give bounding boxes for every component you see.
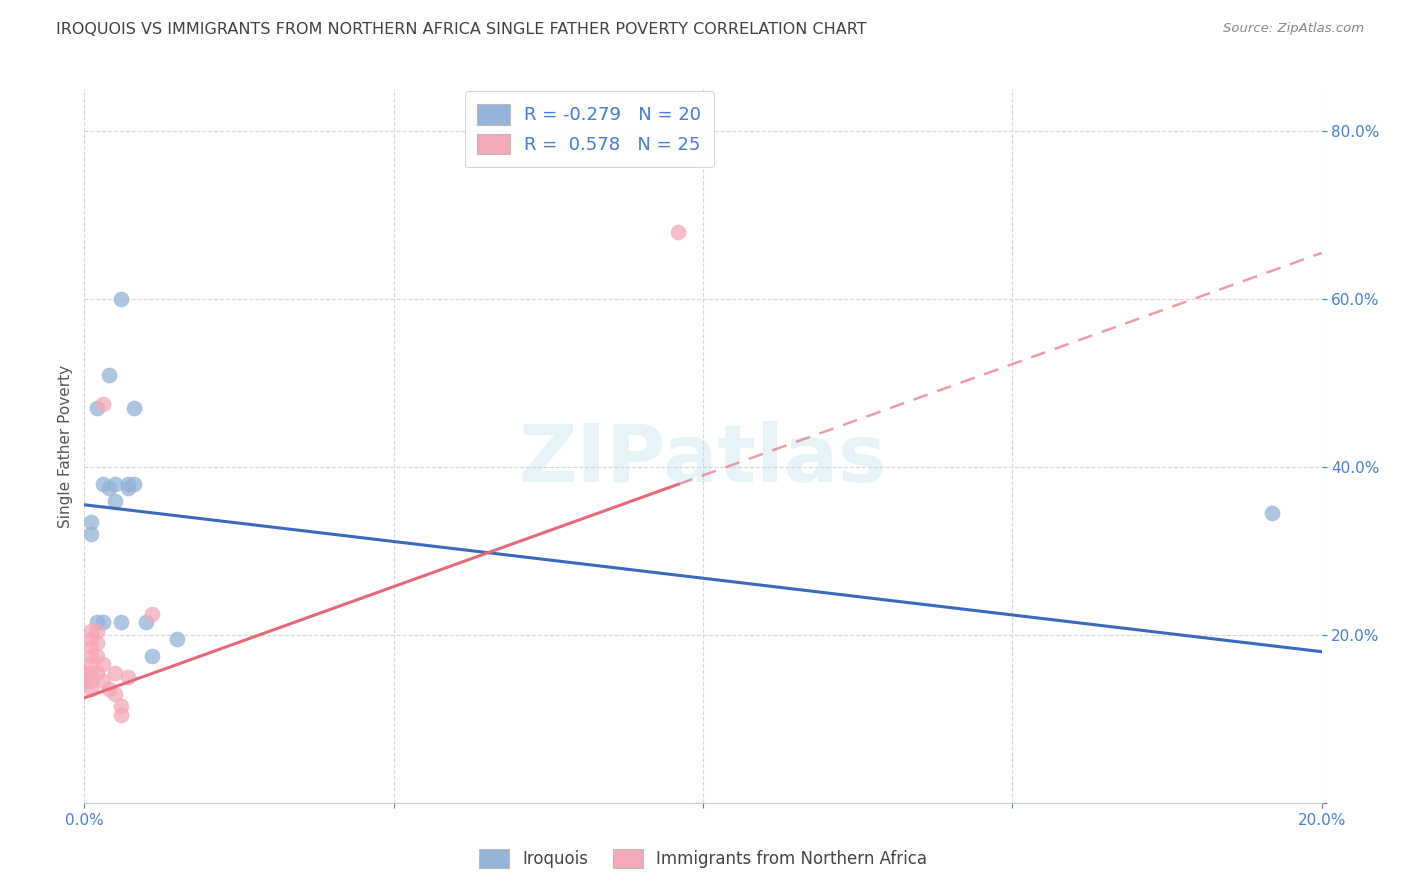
Point (98, 682, 121, 697)
Point (110, 699, 132, 714)
Point (135, 615, 157, 630)
Point (98, 368, 121, 382)
Point (98, 481, 121, 495)
Point (166, 632, 188, 646)
Point (86, 665, 108, 680)
Text: ZIPatlas: ZIPatlas (519, 421, 887, 500)
Point (79, 648, 101, 663)
Legend: Iroquois, Immigrants from Northern Africa: Iroquois, Immigrants from Northern Afric… (472, 842, 934, 875)
Point (79, 632, 101, 646)
Point (79, 657, 101, 672)
Point (122, 401, 145, 416)
Point (73, 665, 96, 680)
Point (91, 615, 114, 630)
Point (79, 665, 101, 680)
Point (110, 707, 132, 722)
Point (91, 397, 114, 411)
Point (73, 674, 96, 689)
Point (86, 624, 108, 638)
Point (141, 607, 163, 621)
Point (104, 687, 127, 701)
Point (110, 615, 132, 630)
Point (91, 657, 114, 672)
Y-axis label: Single Father Poverty: Single Father Poverty (58, 365, 73, 527)
Point (141, 648, 163, 663)
Point (86, 401, 108, 416)
Point (91, 674, 114, 689)
Point (117, 481, 139, 495)
Point (104, 665, 127, 680)
Point (86, 615, 108, 630)
Point (86, 636, 108, 650)
Point (91, 476, 114, 491)
Point (104, 493, 127, 508)
Point (117, 670, 139, 684)
Point (104, 476, 127, 491)
Text: IROQUOIS VS IMMIGRANTS FROM NORTHERN AFRICA SINGLE FATHER POVERTY CORRELATION CH: IROQUOIS VS IMMIGRANTS FROM NORTHERN AFR… (56, 22, 868, 37)
Point (1261, 506, 1284, 520)
Point (79, 682, 101, 697)
Point (666, 225, 689, 239)
Point (79, 674, 101, 689)
Legend: R = -0.279   N = 20, R =  0.578   N = 25: R = -0.279 N = 20, R = 0.578 N = 25 (464, 91, 714, 167)
Point (110, 292, 132, 306)
Point (79, 515, 101, 529)
Point (79, 624, 101, 638)
Point (86, 648, 108, 663)
Text: Source: ZipAtlas.com: Source: ZipAtlas.com (1223, 22, 1364, 36)
Point (79, 527, 101, 541)
Point (122, 476, 145, 491)
Point (117, 476, 139, 491)
Point (79, 640, 101, 655)
